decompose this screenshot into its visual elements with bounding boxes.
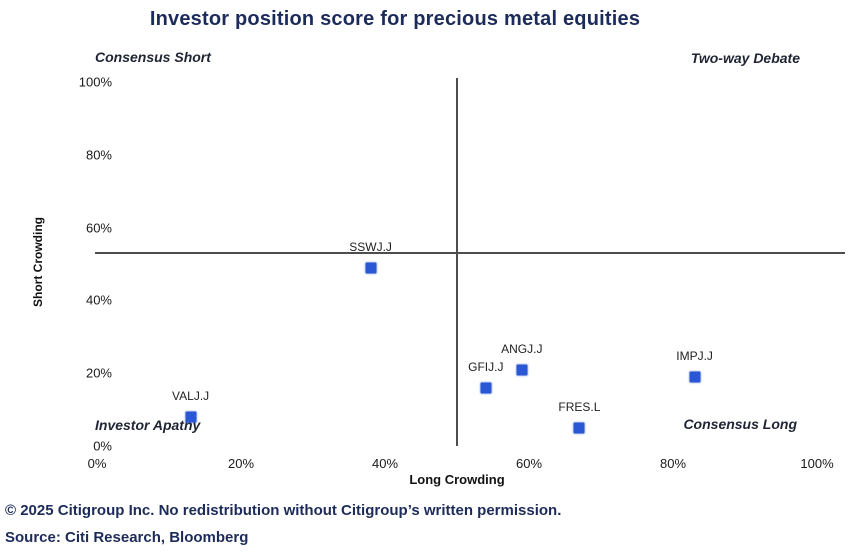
data-point-label: VALJ.J: [172, 388, 210, 403]
data-point-marker: [365, 262, 377, 274]
data-point-label: SSWJ.J: [349, 239, 392, 254]
x-tick-label: 0%: [87, 456, 107, 471]
data-point-label: ANGJ.J: [501, 341, 543, 356]
y-tick-label: 20%: [85, 365, 112, 381]
copyright-text: © 2025 Citigroup Inc. No redistribution …: [5, 502, 562, 519]
data-point-marker: [480, 382, 492, 394]
horizontal-reference-line: [95, 252, 845, 254]
data-point-marker: [689, 371, 701, 383]
source-text: Source: Citi Research, Bloomberg: [5, 529, 249, 546]
y-tick-label: 0%: [93, 438, 112, 454]
y-tick-label: 40%: [85, 292, 112, 308]
x-tick-label: 40%: [371, 456, 399, 471]
quadrant-label-consensus-long: Consensus Long: [683, 416, 797, 432]
y-tick-label: 80%: [85, 147, 112, 163]
vertical-reference-line: [456, 78, 458, 446]
data-point-label: FRES.L: [558, 399, 601, 414]
quadrant-label-consensus-short: Consensus Short: [95, 49, 211, 65]
y-axis-title: Short Crowding: [31, 217, 45, 307]
data-point-label: IMPJ.J: [676, 348, 713, 363]
quadrant-label-investor-apathy: Investor Apathy: [95, 417, 201, 433]
data-point-marker: [516, 364, 528, 376]
x-tick-label: 100%: [800, 456, 834, 471]
y-tick-label: 100%: [78, 74, 112, 90]
x-tick-label: 20%: [227, 456, 255, 471]
y-tick-label: 60%: [85, 220, 112, 236]
data-point-marker: [573, 422, 585, 434]
data-point-label: GFIJ.J: [468, 359, 504, 374]
quadrant-label-two-way-debate: Two-way Debate: [690, 50, 800, 66]
x-tick-label: 60%: [515, 456, 543, 471]
data-point-marker: [185, 411, 197, 423]
x-tick-label: 80%: [659, 456, 687, 471]
x-axis-title: Long Crowding: [409, 472, 505, 487]
chart-title: Investor position score for precious met…: [149, 8, 641, 30]
